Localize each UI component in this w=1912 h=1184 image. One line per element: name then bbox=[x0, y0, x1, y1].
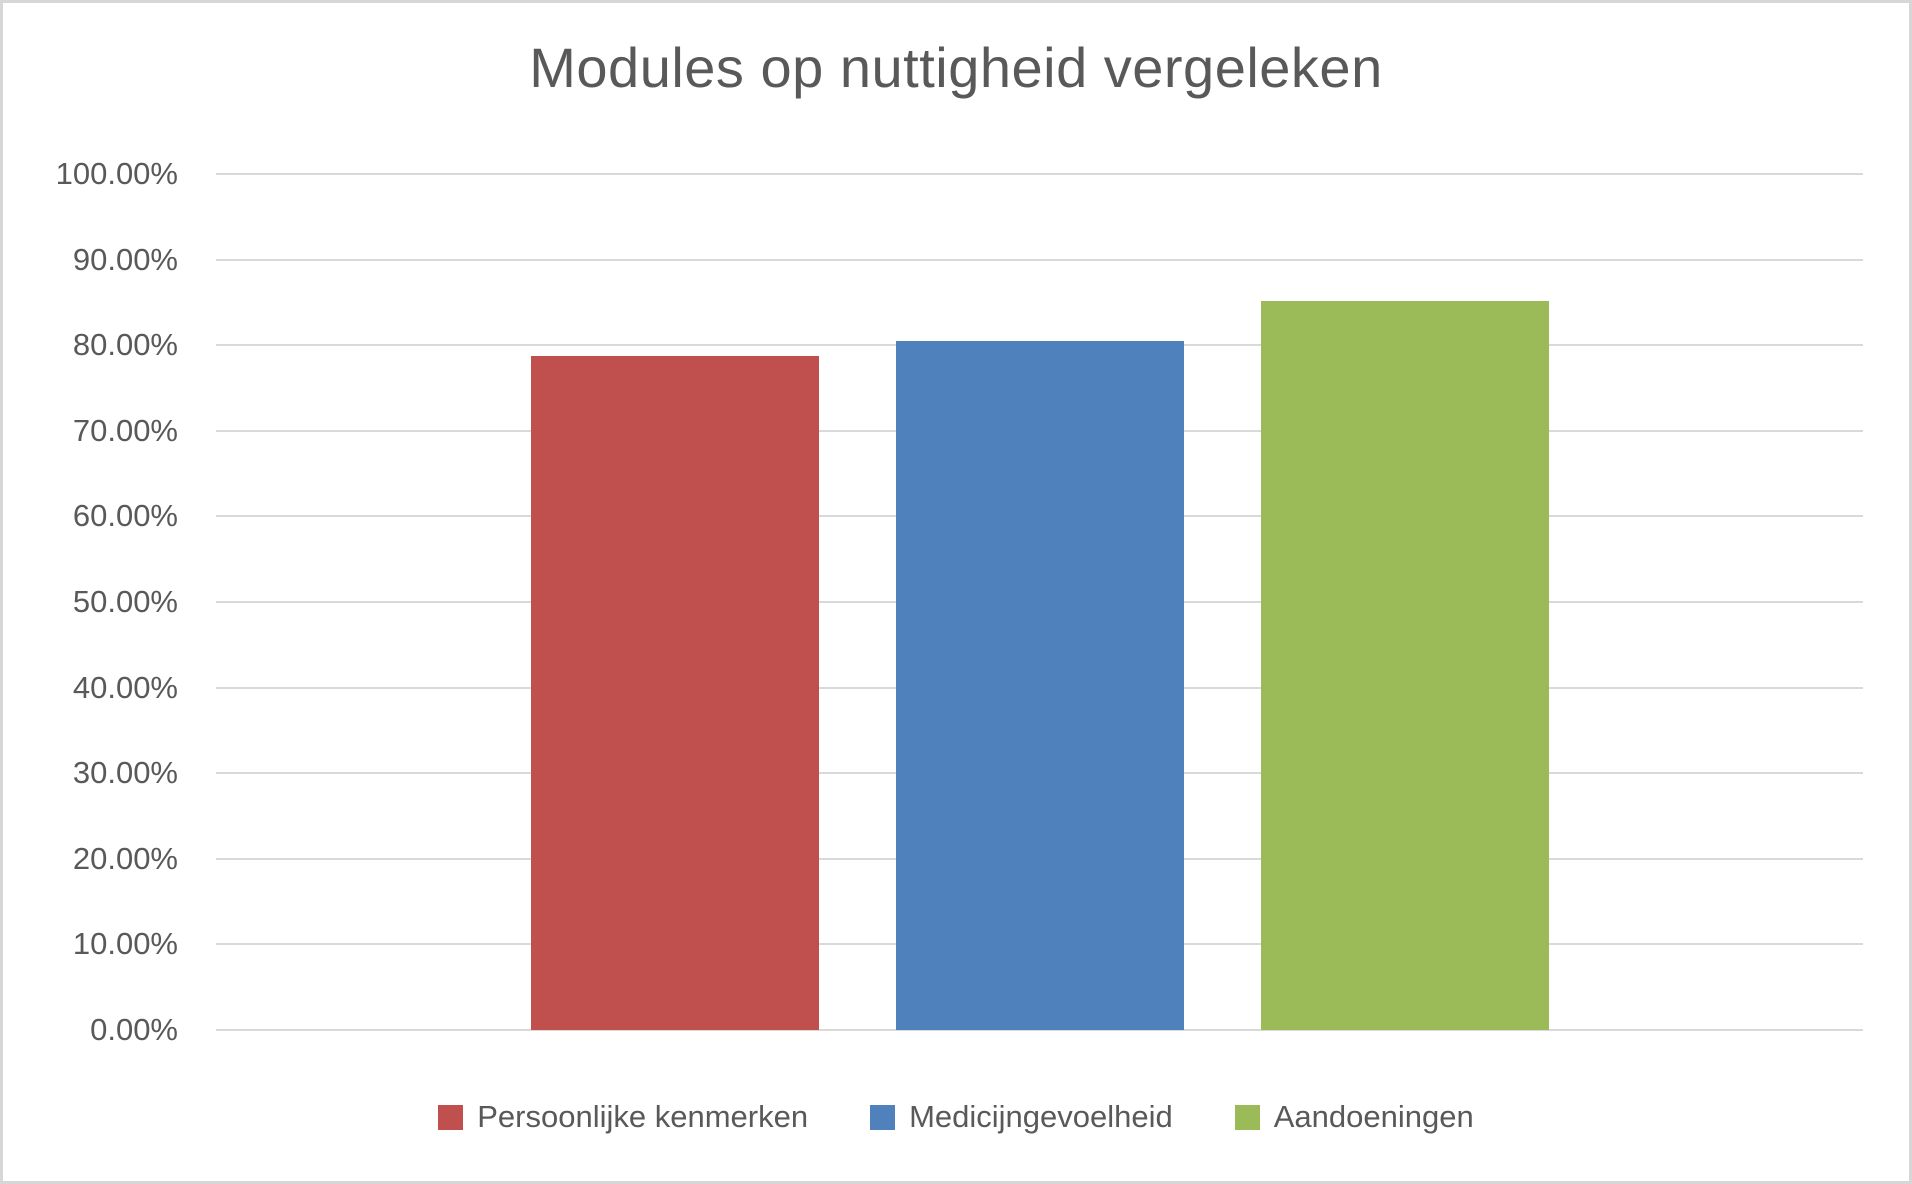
y-tick-label: 0.00% bbox=[90, 1012, 178, 1047]
legend-swatch-icon bbox=[438, 1104, 464, 1130]
gridline bbox=[216, 1029, 1863, 1031]
y-tick-label: 90.00% bbox=[72, 241, 178, 277]
bar-aandoeningen bbox=[1260, 300, 1549, 1030]
y-tick-label: 60.00% bbox=[72, 498, 178, 534]
y-tick-label: 20.00% bbox=[72, 840, 178, 876]
legend-label: Medicijngevoelheid bbox=[909, 1099, 1173, 1134]
y-tick-label: 10.00% bbox=[72, 926, 178, 962]
legend-swatch-icon bbox=[1234, 1104, 1260, 1130]
gridline bbox=[216, 258, 1863, 261]
y-tick-label: 100.00% bbox=[55, 156, 178, 191]
y-tick-label: 50.00% bbox=[72, 584, 178, 619]
bar-persoonlijke-kenmerken bbox=[530, 356, 819, 1030]
y-tick-label: 80.00% bbox=[72, 327, 178, 363]
y-tick-label: 70.00% bbox=[72, 412, 178, 448]
legend-label: Persoonlijke kenmerken bbox=[477, 1099, 809, 1134]
y-tick-label: 30.00% bbox=[72, 755, 178, 791]
legend-item: Aandoeningen bbox=[1234, 1099, 1474, 1135]
legend-label: Aandoeningen bbox=[1273, 1099, 1474, 1134]
gridline bbox=[216, 173, 1863, 175]
bar-medicijngevoelheid bbox=[895, 340, 1184, 1030]
legend-swatch-icon bbox=[870, 1104, 896, 1130]
legend: Persoonlijke kenmerken Medicijngevoelheid… bbox=[3, 1091, 1909, 1143]
y-tick-label: 40.00% bbox=[72, 669, 178, 705]
plot-area bbox=[216, 173, 1863, 1031]
chart-title: Modules op nuttigheid vergeleken bbox=[529, 36, 1383, 99]
legend-item: Medicijngevoelheid bbox=[870, 1099, 1173, 1135]
legend-item: Persoonlijke kenmerken bbox=[438, 1099, 808, 1135]
